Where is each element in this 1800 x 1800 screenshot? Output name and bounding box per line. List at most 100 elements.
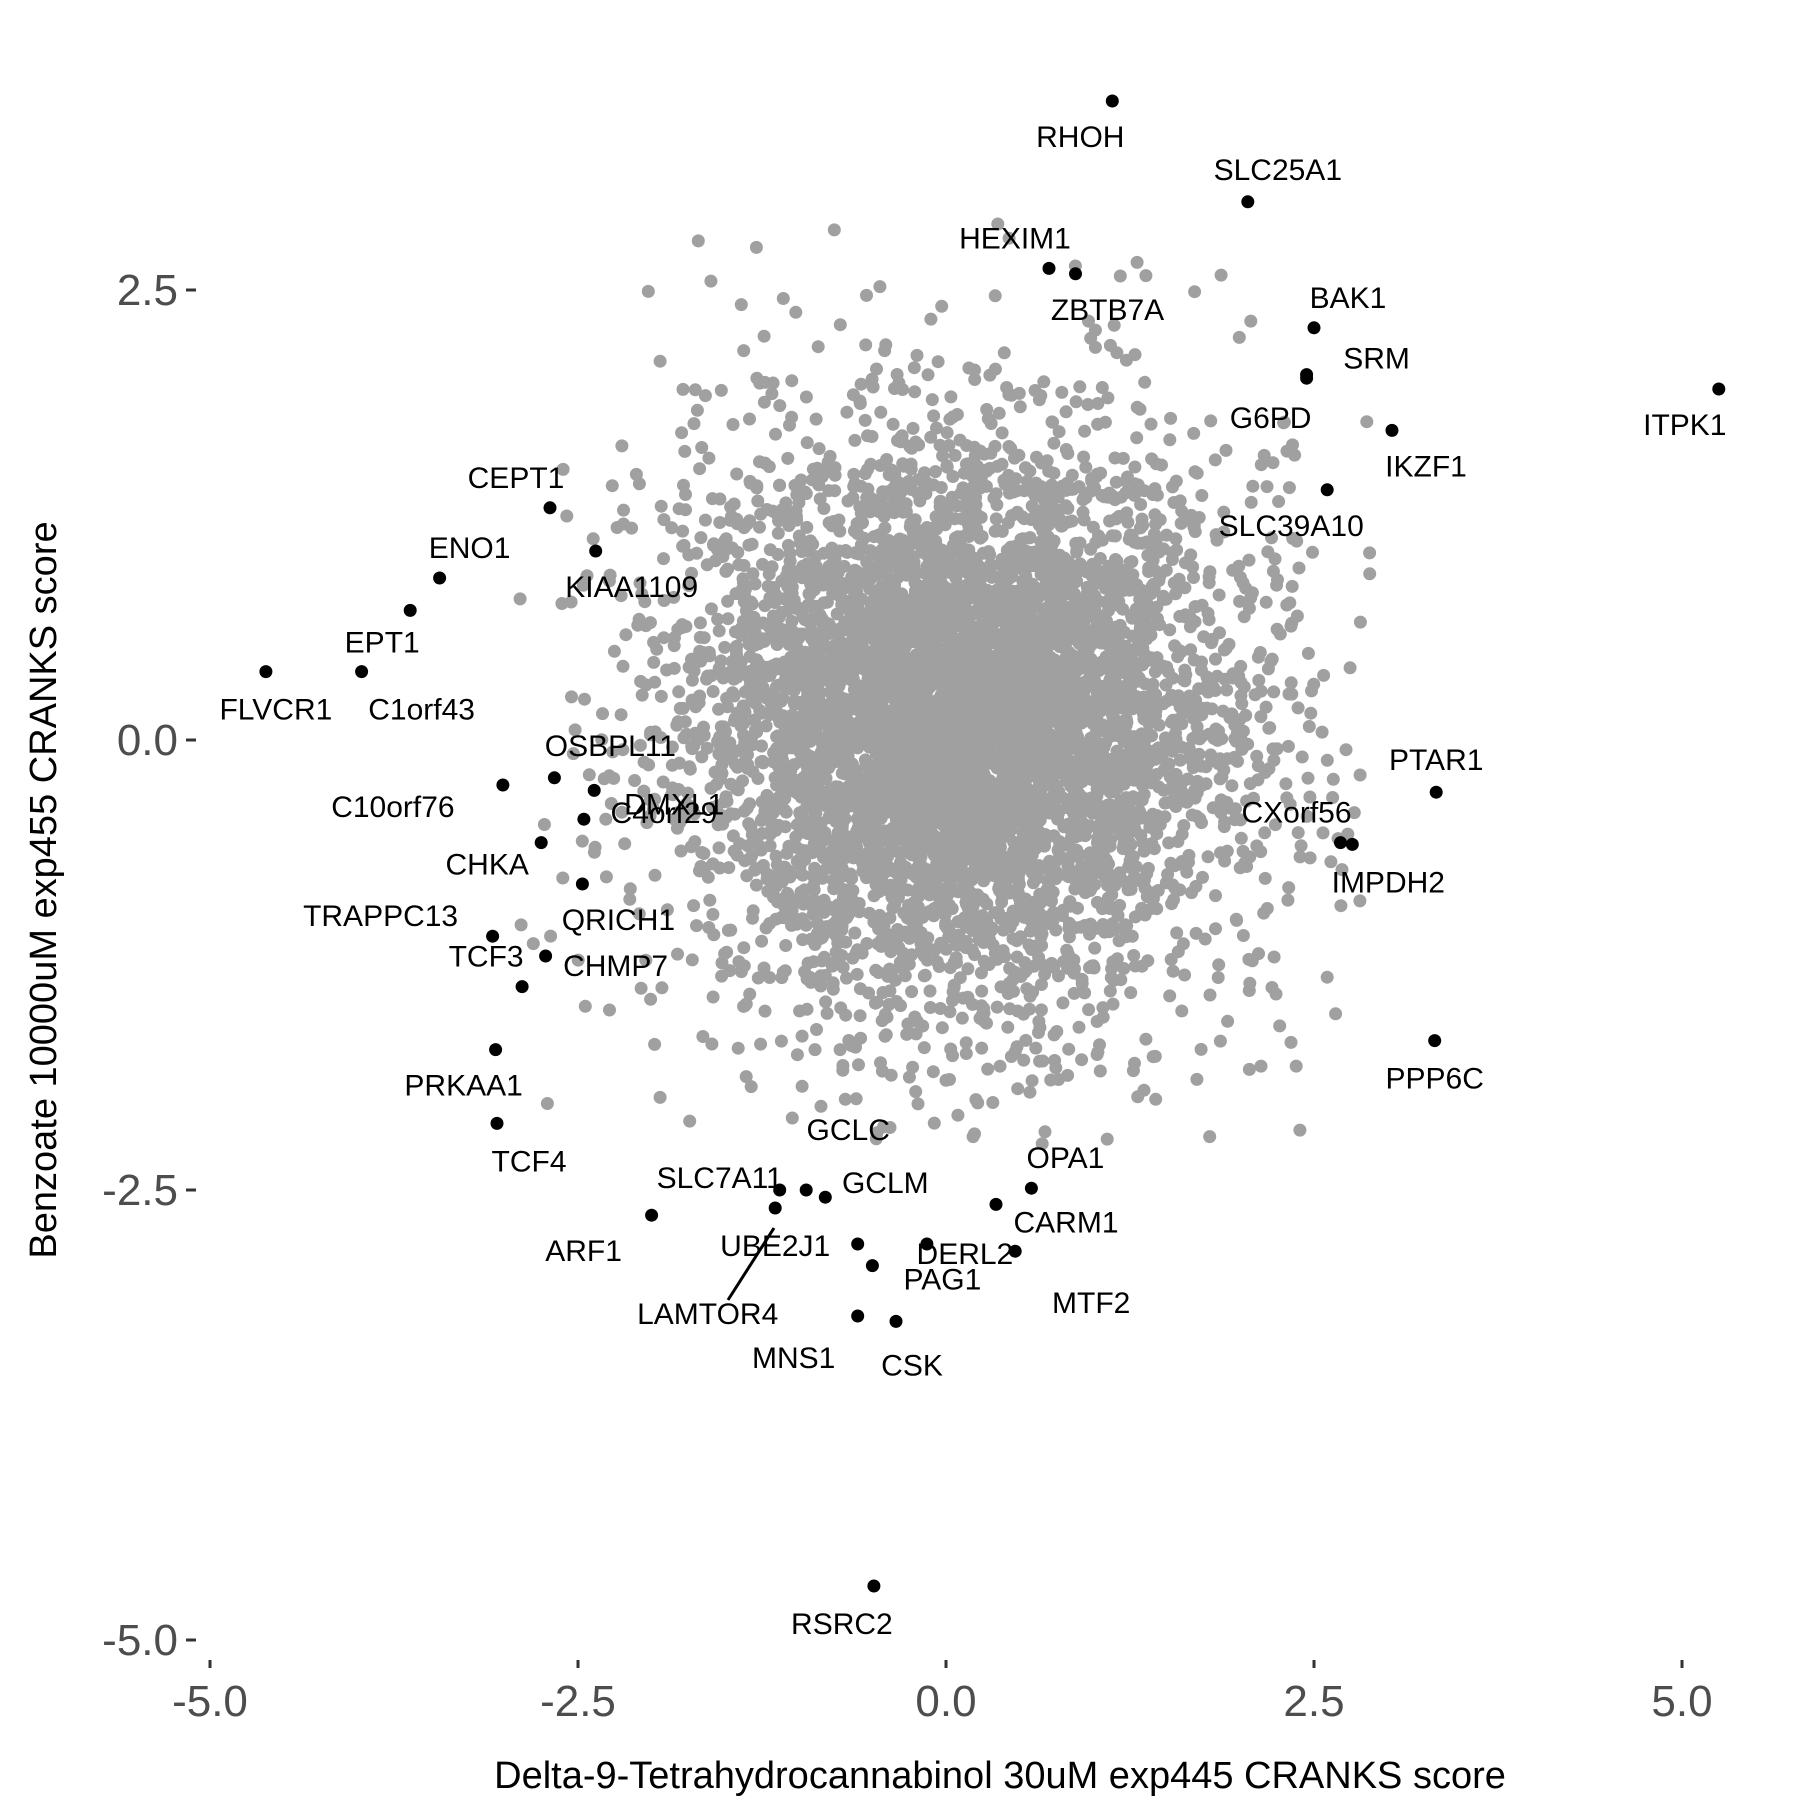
background-point	[704, 602, 718, 616]
background-point	[1119, 713, 1133, 727]
background-point	[1273, 1019, 1287, 1033]
background-point	[687, 727, 701, 741]
background-point	[1218, 854, 1232, 868]
background-point	[1208, 453, 1222, 467]
background-point	[737, 959, 751, 973]
background-point	[951, 530, 965, 544]
background-point	[951, 915, 965, 929]
background-point	[852, 1058, 865, 1072]
background-point	[873, 655, 887, 669]
background-point	[794, 473, 808, 487]
background-point	[833, 1043, 847, 1057]
background-point	[812, 442, 826, 456]
background-point	[836, 1063, 850, 1077]
background-point	[1341, 827, 1355, 841]
background-point	[706, 907, 720, 921]
background-point	[1128, 460, 1142, 474]
background-point	[1144, 651, 1158, 665]
background-point	[1023, 1085, 1037, 1099]
background-point	[1003, 961, 1017, 975]
background-point	[1317, 668, 1331, 682]
background-point	[1026, 876, 1040, 890]
background-point	[763, 543, 777, 557]
background-point	[928, 465, 942, 479]
background-point	[906, 599, 920, 613]
background-point	[604, 797, 618, 810]
background-point	[1052, 969, 1065, 983]
background-point	[771, 622, 785, 636]
background-point	[1105, 962, 1119, 976]
background-point	[1324, 855, 1338, 869]
background-point	[1088, 941, 1102, 955]
background-point	[754, 1037, 768, 1051]
background-point	[840, 405, 854, 419]
background-point	[804, 975, 818, 989]
background-point	[1218, 672, 1232, 686]
background-point	[818, 969, 832, 982]
background-point	[1235, 697, 1249, 711]
background-point	[1217, 505, 1231, 519]
background-point	[973, 531, 987, 545]
background-point	[1035, 1137, 1049, 1151]
background-point	[1295, 750, 1309, 764]
background-point	[892, 476, 906, 490]
background-point	[777, 803, 791, 817]
background-point	[927, 902, 941, 916]
background-point	[1265, 531, 1278, 545]
background-point	[1088, 323, 1102, 337]
background-point	[616, 743, 630, 757]
background-point	[1069, 536, 1083, 550]
background-point	[989, 512, 1003, 526]
background-point	[1060, 944, 1074, 958]
background-point	[782, 623, 796, 637]
background-point	[685, 953, 699, 967]
background-point	[1291, 826, 1305, 840]
background-point	[758, 804, 772, 818]
background-point	[1002, 231, 1016, 245]
background-point	[1236, 929, 1250, 942]
background-point	[1130, 400, 1144, 414]
background-point	[905, 985, 919, 999]
background-point	[1137, 1083, 1151, 1097]
background-point	[657, 513, 671, 527]
background-point	[1284, 676, 1298, 690]
background-point	[923, 1001, 937, 1014]
background-point	[1170, 926, 1184, 940]
background-point	[968, 363, 981, 377]
background-point	[560, 509, 574, 523]
background-point	[1159, 563, 1173, 577]
background-point	[1186, 560, 1200, 574]
background-point	[817, 546, 831, 560]
background-point	[800, 1002, 814, 1016]
background-point	[808, 1043, 822, 1057]
background-point	[1182, 855, 1195, 869]
background-point	[702, 451, 716, 465]
background-point	[838, 1092, 852, 1106]
background-point	[695, 441, 709, 454]
background-point	[712, 624, 726, 638]
background-point	[795, 1029, 809, 1043]
background-point	[1029, 1041, 1043, 1055]
background-point	[671, 715, 685, 729]
background-point	[1018, 562, 1032, 576]
background-point	[1040, 704, 1054, 718]
background-point	[893, 532, 907, 546]
background-point	[1157, 763, 1171, 777]
background-point	[615, 805, 629, 819]
background-point	[809, 412, 823, 426]
background-point	[716, 817, 730, 831]
background-point	[720, 945, 734, 959]
background-point	[874, 1056, 887, 1070]
background-point	[906, 421, 920, 435]
background-point	[1164, 953, 1178, 966]
background-point	[682, 579, 696, 592]
background-point	[939, 1073, 953, 1087]
background-point	[1114, 752, 1128, 766]
background-point	[687, 739, 701, 753]
background-point	[785, 1111, 799, 1125]
background-point	[814, 979, 828, 993]
background-point	[687, 899, 701, 913]
background-point	[1291, 701, 1305, 715]
background-point	[693, 616, 707, 630]
background-point	[1264, 654, 1278, 668]
